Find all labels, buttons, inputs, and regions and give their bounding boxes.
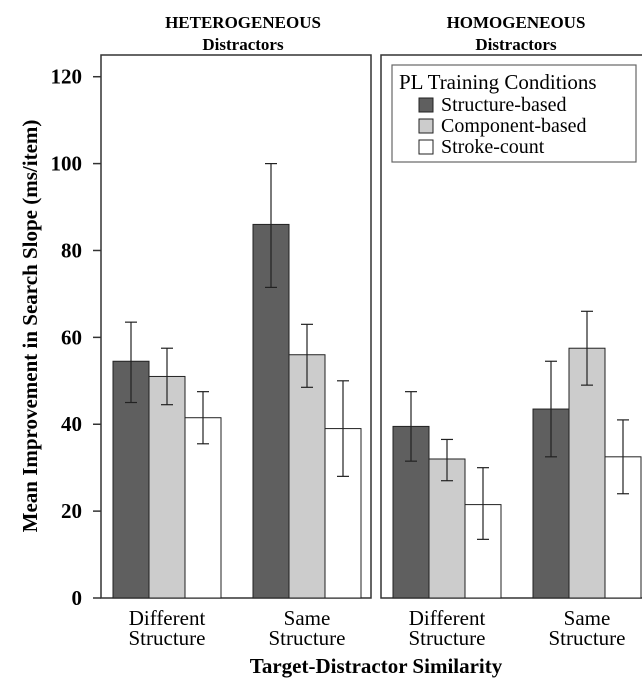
legend-swatch-structure-based bbox=[418, 97, 434, 113]
panel-title-homogeneous-line2: Distractors bbox=[475, 35, 557, 54]
bars-layer bbox=[112, 163, 642, 599]
panel-title-heterogeneous-line1: HETEROGENEOUS bbox=[165, 13, 321, 32]
legend-label-component-based: Component-based bbox=[441, 115, 587, 137]
legend-swatch-component-based bbox=[418, 118, 434, 134]
y-tick-label: 80 bbox=[61, 238, 82, 262]
y-axis-label: Mean Improvement in Search Slope (ms/ite… bbox=[18, 120, 42, 533]
y-tick-label: 100 bbox=[51, 152, 83, 176]
bar-component-based bbox=[148, 375, 186, 599]
x-category-labels: DifferentStructureSameStructureDifferent… bbox=[129, 606, 626, 650]
legend-title: PL Training Conditions bbox=[399, 70, 597, 94]
legend-label-stroke-count: Stroke-count bbox=[441, 136, 545, 158]
x-axis-label: Target-Distractor Similarity bbox=[250, 654, 503, 678]
x-category-label-line2: Structure bbox=[129, 626, 206, 650]
panel-frame-heterogeneous bbox=[100, 54, 372, 599]
panel-title-heterogeneous-line2: Distractors bbox=[202, 35, 284, 54]
bar-stroke-count bbox=[184, 417, 222, 599]
y-tick-label: 60 bbox=[61, 325, 82, 349]
y-tick-label: 0 bbox=[72, 586, 83, 610]
panel-frame-homogeneous bbox=[380, 54, 642, 599]
y-axis-ticks: 0 20 40 60 80 100 120 bbox=[51, 65, 101, 610]
legend-label-structure-based: Structure-based bbox=[441, 94, 567, 116]
bar-component-based bbox=[288, 354, 326, 599]
x-category-label-line1: Different bbox=[409, 606, 486, 630]
x-category-label-line2: Structure bbox=[409, 626, 486, 650]
panel-title-homogeneous-line1: HOMOGENEOUS bbox=[447, 13, 586, 32]
y-tick-label: 40 bbox=[61, 412, 82, 436]
bar-component-based bbox=[428, 458, 466, 599]
x-category-label-line1: Same bbox=[564, 606, 611, 630]
legend: PL Training Conditions Structure-basedCo… bbox=[391, 64, 637, 163]
bar-stroke-count bbox=[324, 428, 362, 599]
bar-component-based bbox=[568, 347, 606, 599]
y-tick-label: 20 bbox=[61, 499, 82, 523]
x-category-label-line2: Structure bbox=[269, 626, 346, 650]
x-category-label-line1: Different bbox=[129, 606, 206, 630]
bar-structure-based bbox=[112, 360, 150, 599]
legend-swatch-stroke-count bbox=[418, 139, 434, 155]
y-tick-label: 120 bbox=[51, 65, 83, 89]
x-category-label-line2: Structure bbox=[549, 626, 626, 650]
x-category-label-line1: Same bbox=[284, 606, 331, 630]
